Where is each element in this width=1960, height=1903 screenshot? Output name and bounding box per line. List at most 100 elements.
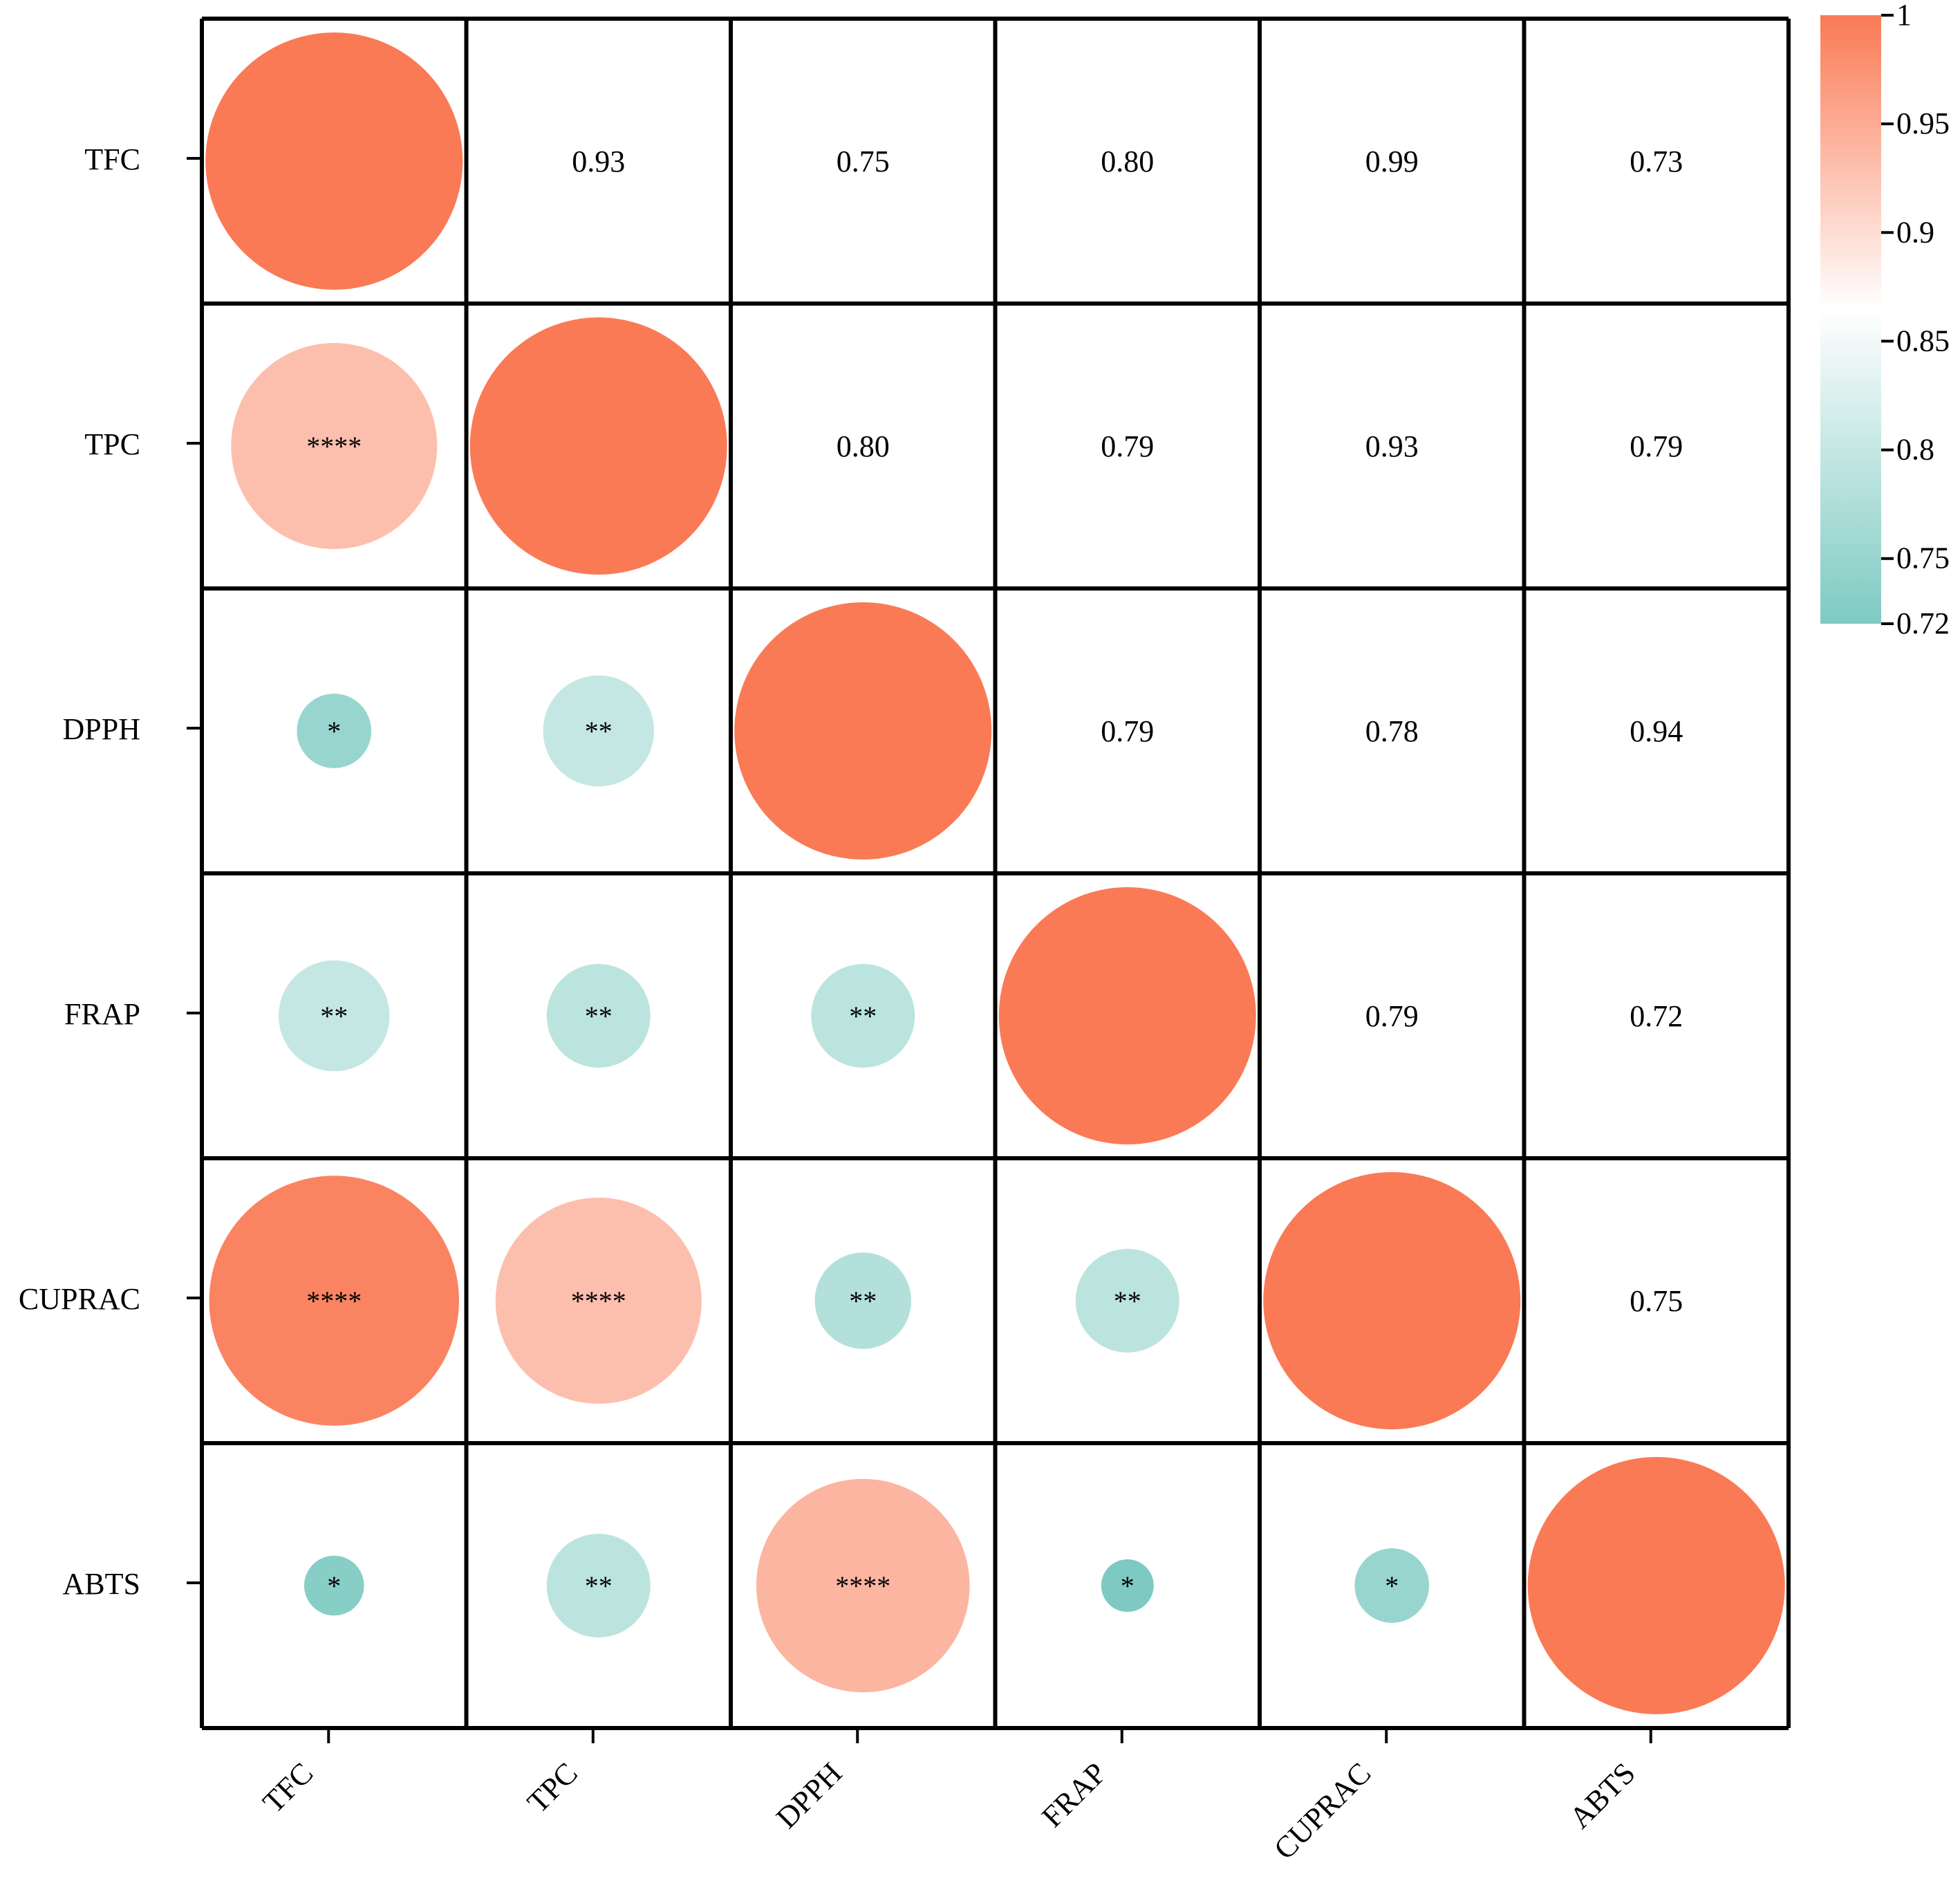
colorbar-gradient: [1820, 15, 1881, 624]
correlation-grid: 0.93 0.75 0.80 0.99 0.73**** 0.80 0.79 0.93 0.79…: [200, 17, 1791, 1730]
cell-dpph-tpc: **: [466, 588, 731, 873]
cell-cuprac-tfc: ****: [202, 1158, 467, 1443]
correlation-value-label: 0.79: [1101, 429, 1154, 463]
cell-bg: [995, 588, 1260, 873]
colorbar-tick-label: 0.8: [1896, 433, 1934, 467]
cell-abts-abts: [1524, 1443, 1789, 1728]
cell-cuprac-dpph: **: [731, 1158, 996, 1443]
correlation-circle: [1527, 1457, 1785, 1714]
correlation-circle: [1075, 1249, 1179, 1353]
y-axis: TFC TPC DPPH FRAP CUPRAC ABTS: [19, 142, 202, 1601]
correlation-circle: [814, 1252, 911, 1349]
x-tick-label: FRAP: [1035, 1756, 1112, 1833]
cell-abts-dpph: ****: [731, 1443, 996, 1728]
x-axis: TFC TPC DPPH FRAP CUPRAC ABTS: [256, 1728, 1652, 1866]
y-tick-label: ABTS: [63, 1567, 140, 1601]
significance-label: ****: [306, 431, 362, 462]
correlation-circle: [1263, 1172, 1521, 1429]
correlation-value-label: 0.94: [1630, 714, 1683, 748]
cell-cuprac-frap: **: [995, 1158, 1260, 1443]
correlation-value-label: 0.72: [1630, 999, 1683, 1033]
significance-label: ****: [306, 1285, 362, 1317]
x-tick-label: TPC: [521, 1756, 584, 1819]
correlation-circle: [304, 1555, 364, 1616]
cell-bg: [995, 19, 1260, 304]
colorbar-tick-label: 0.72: [1896, 606, 1950, 640]
correlation-circle: [469, 317, 727, 575]
cell-bg: [1260, 588, 1524, 873]
significance-label: *: [1121, 1570, 1135, 1602]
correlation-circle: [734, 602, 992, 860]
cell-frap-frap: [995, 873, 1260, 1158]
correlation-circle: [278, 960, 390, 1072]
cell-tpc-abts: 0.79: [1524, 304, 1789, 588]
correlation-circle: [297, 694, 372, 768]
correlation-value-label: 0.75: [1630, 1284, 1683, 1318]
cell-dpph-tfc: *: [202, 588, 467, 873]
correlation-value-label: 0.78: [1365, 714, 1419, 748]
cell-frap-tpc: **: [466, 873, 731, 1158]
cell-abts-tfc: *: [202, 1443, 467, 1728]
cell-tfc-tpc: 0.93: [466, 19, 731, 304]
significance-label: *: [327, 1570, 341, 1602]
colorbar-tick-label: 0.75: [1896, 541, 1950, 575]
cell-abts-tpc: **: [466, 1443, 731, 1728]
x-tick-label: CUPRAC: [1267, 1756, 1377, 1866]
correlation-circle: [543, 675, 655, 787]
significance-label: **: [849, 1285, 877, 1317]
correlation-circle: [546, 1534, 651, 1637]
cell-bg: [1524, 588, 1789, 873]
cell-tfc-tfc: [202, 19, 467, 304]
significance-label: *: [327, 716, 341, 747]
correlation-circle: [209, 1176, 459, 1426]
y-tick-label: CUPRAC: [19, 1282, 140, 1316]
cell-frap-cuprac: 0.79: [1260, 873, 1524, 1158]
correlation-circle: [546, 964, 651, 1068]
cell-tpc-dpph: 0.80: [731, 304, 996, 588]
correlation-value-label: 0.73: [1630, 145, 1683, 178]
significance-label: **: [585, 716, 613, 747]
significance-label: **: [585, 1570, 613, 1602]
significance-label: ****: [835, 1570, 890, 1602]
correlation-circle: [756, 1478, 970, 1693]
cell-tpc-tfc: ****: [202, 304, 467, 588]
significance-label: **: [849, 1001, 877, 1032]
correlation-value-label: 0.99: [1365, 145, 1419, 178]
cell-dpph-dpph: [731, 588, 996, 873]
correlation-circle: [231, 343, 438, 549]
y-tick-label: TFC: [84, 142, 140, 176]
cell-tpc-frap: 0.79: [995, 304, 1260, 588]
correlation-value-label: 0.75: [837, 145, 890, 178]
correlation-value-label: 0.93: [1365, 429, 1419, 463]
cell-cuprac-tpc: ****: [466, 1158, 731, 1443]
correlation-circle: [811, 964, 915, 1068]
significance-label: **: [320, 1001, 348, 1032]
cell-dpph-cuprac: 0.78: [1260, 588, 1524, 873]
cell-bg: [731, 19, 996, 304]
correlation-value-label: 0.80: [1101, 145, 1154, 178]
cell-frap-dpph: **: [731, 873, 996, 1158]
cell-dpph-frap: 0.79: [995, 588, 1260, 873]
correlation-value-label: 0.79: [1365, 999, 1419, 1033]
cell-tfc-abts: 0.73: [1524, 19, 1789, 304]
correlation-value-label: 0.93: [572, 145, 625, 178]
significance-label: ****: [571, 1285, 626, 1317]
cell-abts-frap: *: [995, 1443, 1260, 1728]
significance-label: **: [1114, 1285, 1141, 1317]
cell-bg: [995, 304, 1260, 588]
cell-bg: [1524, 304, 1789, 588]
x-tick-label: DPPH: [769, 1756, 848, 1835]
x-tick-label: TFC: [256, 1756, 320, 1819]
correlation-value-label: 0.79: [1101, 714, 1154, 748]
cell-bg: [1260, 304, 1524, 588]
cell-bg: [1260, 873, 1524, 1158]
colorbar-tick-label: 1: [1896, 0, 1912, 32]
correlation-circle: [495, 1198, 702, 1404]
colorbar: 1 0.95 0.9 0.85 0.8 0.75 0.72: [1820, 0, 1950, 640]
colorbar-tick-label: 0.95: [1896, 106, 1950, 140]
y-tick-label: FRAP: [64, 997, 140, 1031]
cell-tfc-cuprac: 0.99: [1260, 19, 1524, 304]
cell-bg: [731, 304, 996, 588]
y-tick-label: DPPH: [63, 712, 141, 746]
